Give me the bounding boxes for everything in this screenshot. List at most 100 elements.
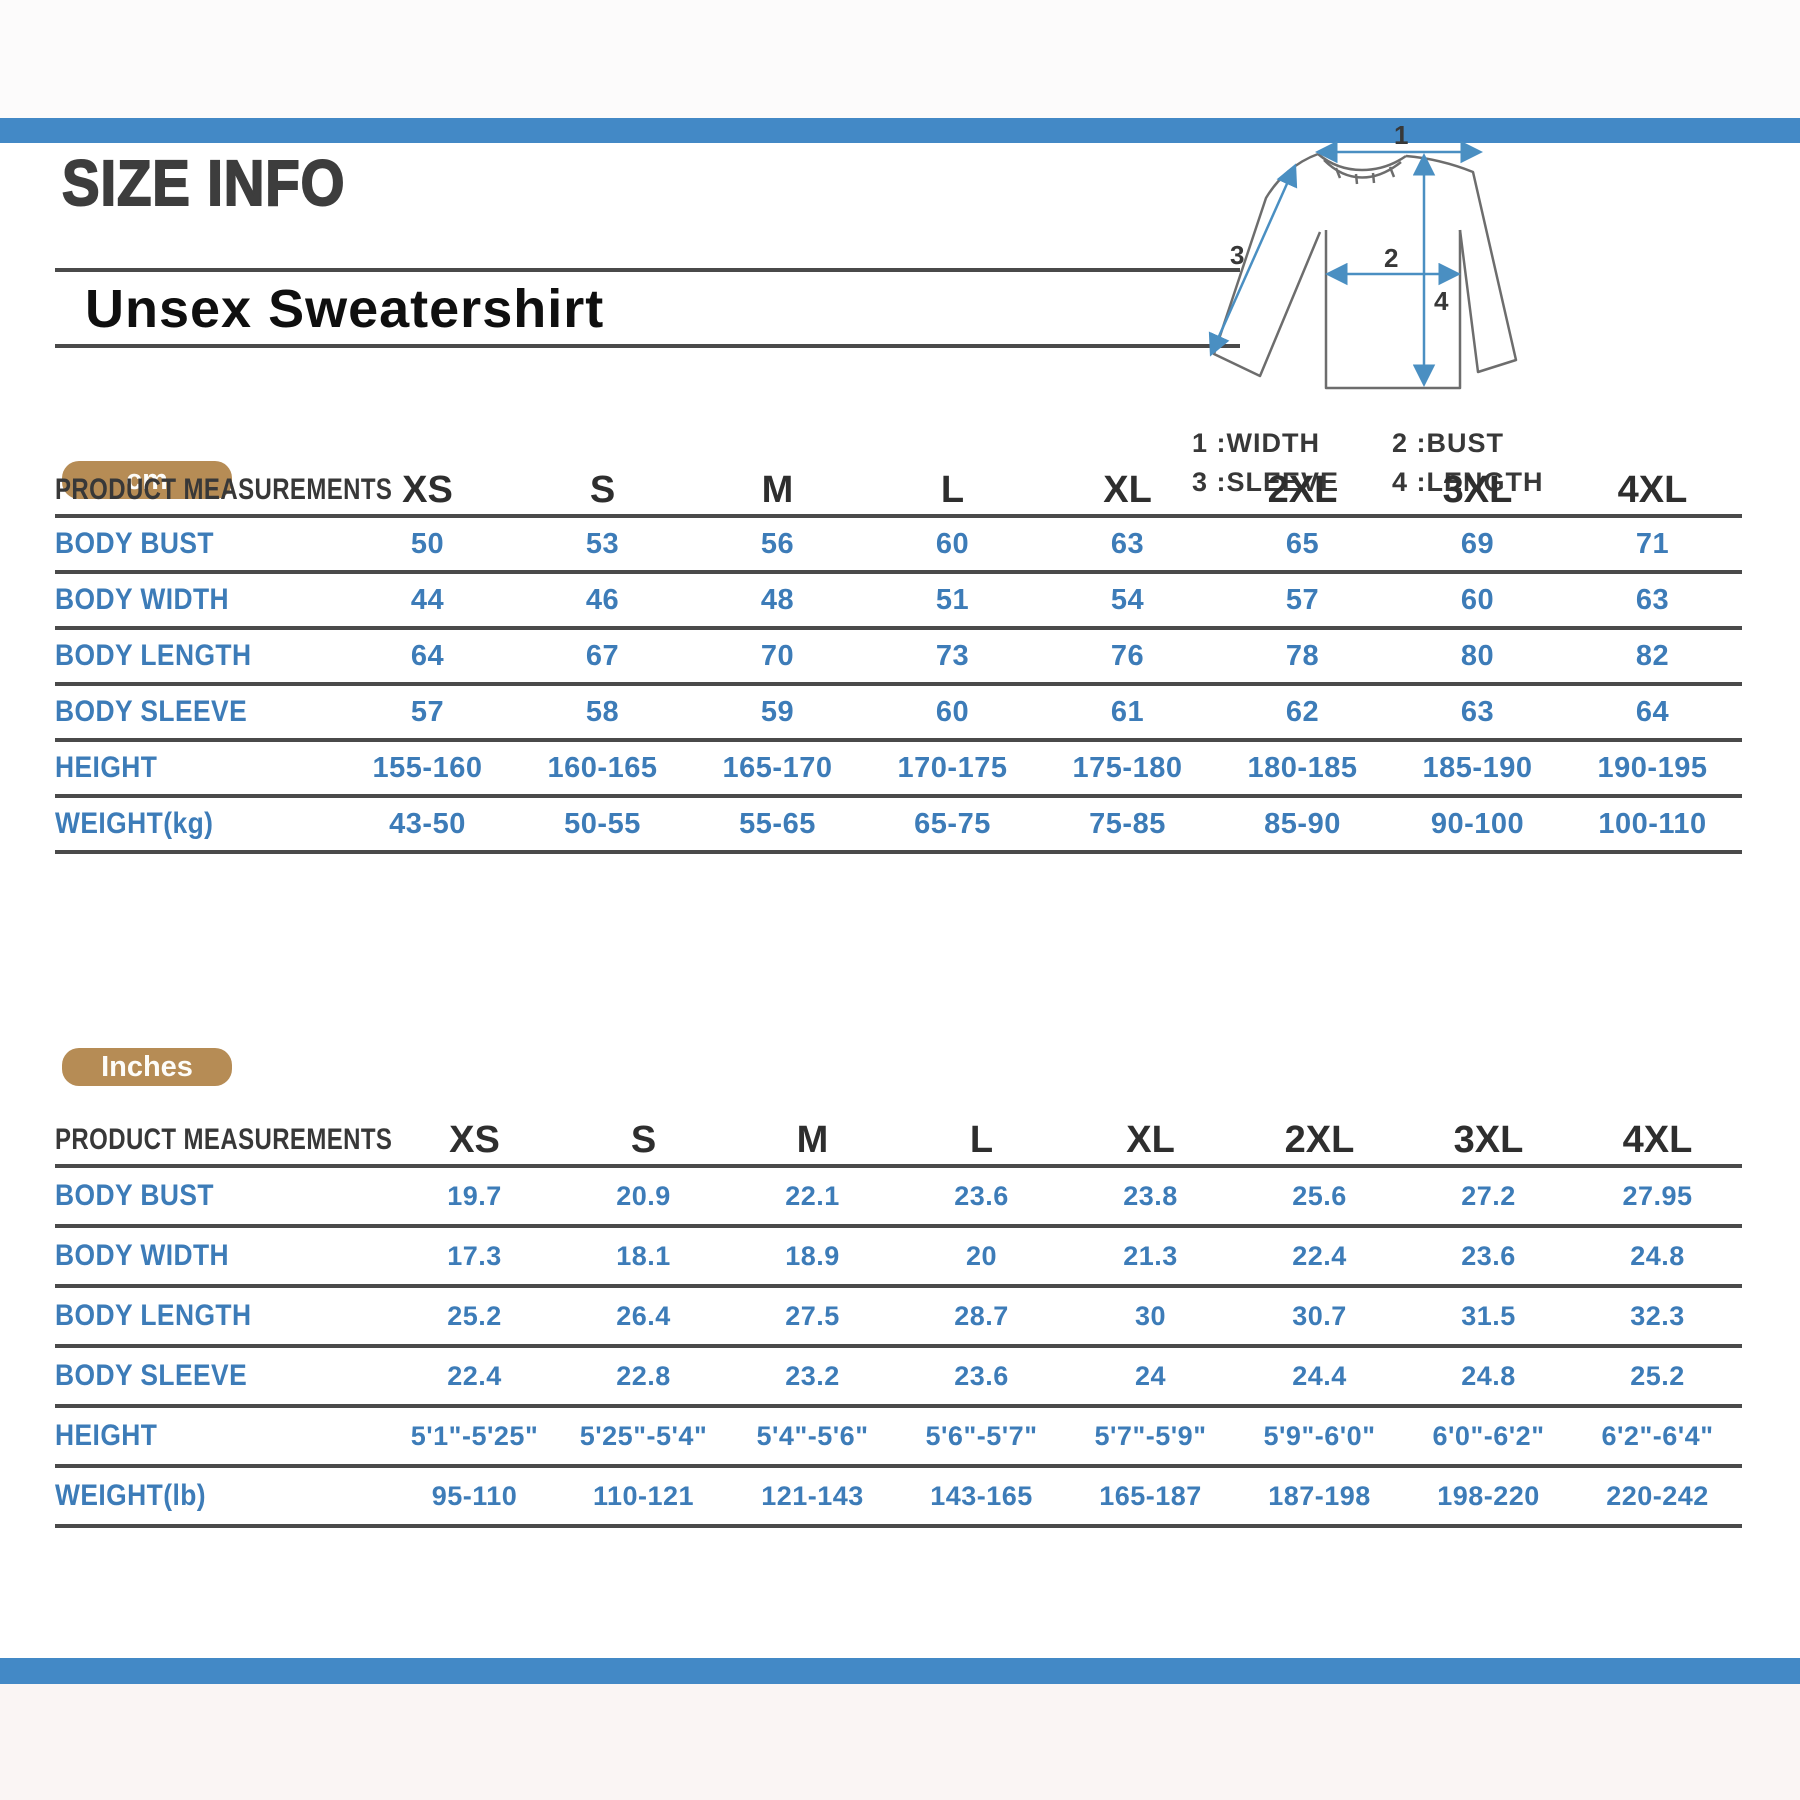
legend-item-bust: 2 :BUST — [1392, 428, 1505, 458]
product-name: Unsex Sweatershirt — [85, 279, 605, 339]
marker-2: 2 — [1384, 243, 1398, 273]
cell-value: 5'6"-5'7" — [925, 1420, 1038, 1451]
unit-badge-inches: Inches — [62, 1048, 232, 1086]
cell-value: 44 — [410, 583, 445, 616]
cell-value: 27.5 — [785, 1300, 840, 1331]
cell-value: 5'4"-5'6" — [756, 1420, 869, 1451]
cell-value: 25.2 — [447, 1300, 502, 1331]
table-row: BODY WIDTH 17.3 18.1 18.9 20 21.3 22.4 23.6 24.8 — [55, 1228, 1742, 1284]
table-header-row: PRODUCT MEASUREMENTS XS S M L XL 2XL 3XL 4XL — [55, 466, 1742, 514]
table-divider — [55, 1164, 1742, 1168]
table-row: BODY BUST 50 53 56 60 63 65 69 71 — [55, 518, 1742, 570]
title-divider-top — [55, 268, 1240, 272]
sweatshirt-diagram: 1 2 3 4 — [1208, 126, 1518, 390]
table-row: WEIGHT(lb) 95-110 110-121 121-143 143-165 165… — [55, 1468, 1742, 1524]
table-divider — [55, 1524, 1742, 1528]
size-col-header: XL — [1103, 468, 1152, 511]
table-row: WEIGHT(kg) 43-50 50-55 55-65 65-75 75-85 85-90… — [55, 798, 1742, 850]
cell-value: 50 — [410, 527, 445, 560]
cell-value: 56 — [760, 527, 795, 560]
cell-value: 198-220 — [1437, 1480, 1540, 1511]
cell-value: 85-90 — [1264, 807, 1341, 840]
cell-value: 19.7 — [447, 1180, 502, 1211]
cell-value: 5'1"-5'25" — [410, 1420, 539, 1451]
row-label: HEIGHT — [55, 1419, 158, 1452]
row-label: WEIGHT(kg) — [55, 807, 214, 840]
cell-value: 60 — [935, 527, 970, 560]
cell-value: 63 — [1635, 583, 1670, 616]
cell-value: 30.7 — [1292, 1300, 1347, 1331]
cell-value: 82 — [1635, 639, 1670, 672]
table-row: BODY SLEEVE 22.4 22.8 23.2 23.6 24 24.4 24.8 25.… — [55, 1348, 1742, 1404]
cell-value: 23.2 — [785, 1360, 840, 1391]
cell-value: 48 — [760, 583, 795, 616]
cell-value: 59 — [760, 695, 795, 728]
cell-value: 5'25"-5'4" — [579, 1420, 708, 1451]
row-label: BODY LENGTH — [55, 639, 252, 672]
cell-value: 63 — [1110, 527, 1145, 560]
row-label: BODY WIDTH — [55, 583, 230, 616]
cell-value: 180-185 — [1247, 751, 1358, 784]
size-col-header: L — [940, 468, 965, 511]
cell-value: 51 — [935, 583, 970, 616]
size-col-header: M — [761, 468, 794, 511]
size-col-header: 2XL — [1267, 468, 1338, 511]
measurements-header: PRODUCT MEASUREMENTS — [55, 473, 393, 506]
size-col-header: 3XL — [1453, 1118, 1524, 1161]
table-divider — [55, 1344, 1742, 1348]
measurement-legend: 1 :WIDTH 2 :BUST 3 :SLEEVE 4 :LENGTH — [1192, 428, 1544, 498]
cell-value: 165-187 — [1099, 1480, 1202, 1511]
cell-value: 121-143 — [761, 1480, 864, 1511]
cell-value: 160-165 — [547, 751, 658, 784]
cell-value: 23.6 — [954, 1360, 1009, 1391]
cell-value: 65 — [1285, 527, 1320, 560]
row-label: BODY BUST — [55, 1179, 214, 1212]
size-col-header: XL — [1126, 1118, 1175, 1161]
cell-value: 69 — [1460, 527, 1495, 560]
cell-value: 23.6 — [1461, 1240, 1516, 1271]
size-col-header: 2XL — [1284, 1118, 1355, 1161]
cell-value: 54 — [1110, 583, 1145, 616]
cell-value: 175-180 — [1072, 751, 1183, 784]
cell-value: 6'2"-6'4" — [1601, 1420, 1714, 1451]
cell-value: 27.2 — [1461, 1180, 1516, 1211]
size-col-header: 4XL — [1617, 468, 1688, 511]
cell-value: 60 — [935, 695, 970, 728]
cell-value: 50-55 — [564, 807, 641, 840]
cell-value: 63 — [1460, 695, 1495, 728]
cell-value: 143-165 — [930, 1480, 1033, 1511]
cell-value: 25.6 — [1292, 1180, 1347, 1211]
cell-value: 90-100 — [1430, 807, 1525, 840]
table-divider — [55, 514, 1742, 518]
cell-value: 165-170 — [722, 751, 833, 784]
title-divider-bottom — [55, 344, 1240, 348]
size-col-header: L — [969, 1118, 994, 1161]
table-divider — [55, 626, 1742, 630]
cell-value: 6'0"-6'2" — [1432, 1420, 1545, 1451]
cell-value: 57 — [410, 695, 445, 728]
cell-value: 27.95 — [1622, 1180, 1693, 1211]
cell-value: 170-175 — [897, 751, 1008, 784]
cell-value: 100-110 — [1598, 807, 1707, 840]
cell-value: 67 — [585, 639, 620, 672]
cell-value: 187-198 — [1268, 1480, 1371, 1511]
cell-value: 95-110 — [431, 1480, 518, 1511]
cell-value: 28.7 — [954, 1300, 1009, 1331]
sweatshirt-outline — [1212, 152, 1518, 390]
cell-value: 53 — [585, 527, 620, 560]
marker-1: 1 — [1394, 126, 1408, 150]
cell-value: 60 — [1460, 583, 1495, 616]
marker-4: 4 — [1434, 286, 1449, 316]
size-table-cm: PRODUCT MEASUREMENTS XS S M L XL 2XL 3XL 4XL BODY… — [55, 466, 1742, 854]
cell-value: 46 — [585, 583, 620, 616]
cell-value: 62 — [1285, 695, 1320, 728]
cell-value: 75-85 — [1089, 807, 1166, 840]
table-row: BODY LENGTH 64 67 70 73 76 78 80 82 — [55, 630, 1742, 682]
row-label: WEIGHT(lb) — [55, 1479, 207, 1512]
cell-value: 65-75 — [914, 807, 991, 840]
measurements-header: PRODUCT MEASUREMENTS — [55, 1123, 393, 1156]
cell-value: 18.1 — [616, 1240, 671, 1271]
cell-value: 22.4 — [447, 1360, 502, 1391]
marker-3: 3 — [1230, 240, 1244, 270]
table-header-row: PRODUCT MEASUREMENTS XS S M L XL 2XL 3XL 4XL — [55, 1116, 1742, 1164]
